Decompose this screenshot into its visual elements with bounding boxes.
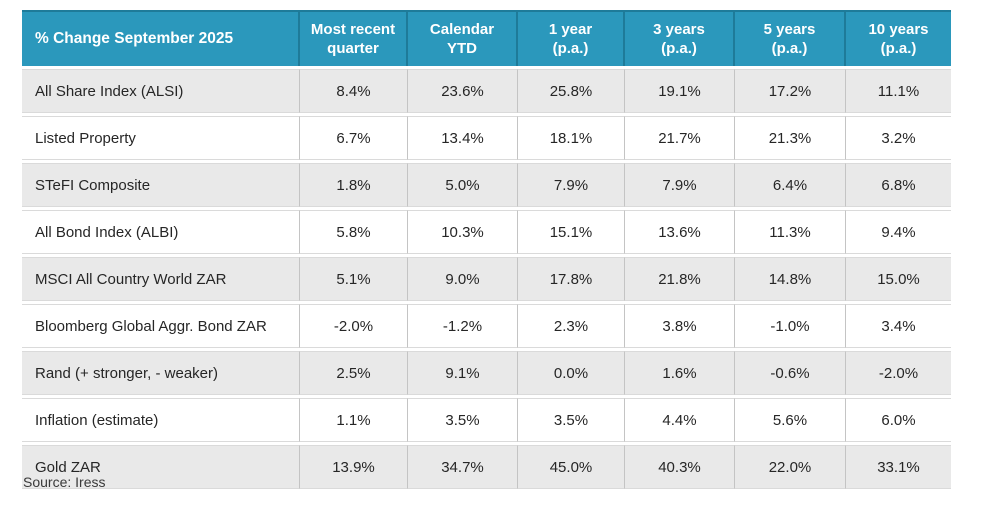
table-row: All Bond Index (ALBI) 5.8% 10.3% 15.1% 13.6%… [22,210,951,254]
cell-value: 13.9% [300,445,408,489]
cell-value: 10.3% [408,210,518,254]
row-label: Inflation (estimate) [22,398,300,442]
cell-value: 6.0% [846,398,951,442]
cell-value: 2.3% [518,304,625,348]
column-header: 1 year (p.a.) [518,10,625,66]
cell-value: 11.3% [735,210,846,254]
cell-value: 13.4% [408,116,518,160]
cell-value: -2.0% [300,304,408,348]
table-row: Rand (+ stronger, - weaker) 2.5% 9.1% 0.0% 1… [22,351,951,395]
cell-value: -0.6% [735,351,846,395]
cell-value: 19.1% [625,69,735,113]
cell-value: 3.4% [846,304,951,348]
row-label: All Bond Index (ALBI) [22,210,300,254]
table-row: Inflation (estimate) 1.1% 3.5% 3.5% 4.4% 5.6%… [22,398,951,442]
row-label: MSCI All Country World ZAR [22,257,300,301]
cell-value: 33.1% [846,445,951,489]
cell-value: -2.0% [846,351,951,395]
cell-value: 40.3% [625,445,735,489]
cell-value: 21.3% [735,116,846,160]
cell-value: 1.8% [300,163,408,207]
table-row: STeFI Composite 1.8% 5.0% 7.9% 7.9% 6.4% 6.8% [22,163,951,207]
cell-value: 0.0% [518,351,625,395]
cell-value: 3.5% [408,398,518,442]
table-row: MSCI All Country World ZAR 5.1% 9.0% 17.8% 2… [22,257,951,301]
cell-value: 5.1% [300,257,408,301]
cell-value: -1.2% [408,304,518,348]
row-label: All Share Index (ALSI) [22,69,300,113]
cell-value: 21.7% [625,116,735,160]
cell-value: 6.7% [300,116,408,160]
cell-value: 3.2% [846,116,951,160]
cell-value: 14.8% [735,257,846,301]
row-label: Gold ZAR [22,445,300,489]
column-header: Most recent quarter [300,10,408,66]
cell-value: 3.8% [625,304,735,348]
cell-value: 45.0% [518,445,625,489]
cell-value: 1.6% [625,351,735,395]
cell-value: 17.2% [735,69,846,113]
cell-value: 25.8% [518,69,625,113]
cell-value: 17.8% [518,257,625,301]
row-label: STeFI Composite [22,163,300,207]
cell-value: 11.1% [846,69,951,113]
cell-value: 22.0% [735,445,846,489]
cell-value: 6.4% [735,163,846,207]
cell-value: 8.4% [300,69,408,113]
cell-value: 13.6% [625,210,735,254]
row-label: Bloomberg Global Aggr. Bond ZAR [22,304,300,348]
cell-value: 6.8% [846,163,951,207]
cell-value: 5.6% [735,398,846,442]
table-row: All Share Index (ALSI) 8.4% 23.6% 25.8% 19.1… [22,69,951,113]
cell-value: 23.6% [408,69,518,113]
cell-value: 34.7% [408,445,518,489]
cell-value: 7.9% [625,163,735,207]
table-row: Bloomberg Global Aggr. Bond ZAR -2.0% -1.2… [22,304,951,348]
cell-value: 5.0% [408,163,518,207]
cell-value: 15.1% [518,210,625,254]
cell-value: 9.1% [408,351,518,395]
header-row: % Change September 2025 Most recent quar… [22,10,951,66]
row-label: Rand (+ stronger, - weaker) [22,351,300,395]
cell-value: 4.4% [625,398,735,442]
column-header: Calendar YTD [408,10,518,66]
cell-value: 18.1% [518,116,625,160]
cell-value: 1.1% [300,398,408,442]
cell-value: -1.0% [735,304,846,348]
cell-value: 15.0% [846,257,951,301]
table-body: All Share Index (ALSI) 8.4% 23.6% 25.8% 19.1… [22,69,951,489]
row-label: Listed Property [22,116,300,160]
source-note: Source: Iress [23,474,106,490]
cell-value: 3.5% [518,398,625,442]
returns-table: % Change September 2025 Most recent quar… [22,7,951,492]
cell-value: 9.4% [846,210,951,254]
column-header: 3 years (p.a.) [625,10,735,66]
column-header: 5 years (p.a.) [735,10,846,66]
table-row: Listed Property 6.7% 13.4% 18.1% 21.7% 21.3% 3… [22,116,951,160]
cell-value: 5.8% [300,210,408,254]
cell-value: 7.9% [518,163,625,207]
returns-table-container: % Change September 2025 Most recent quar… [22,7,951,492]
column-header: 10 years (p.a.) [846,10,951,66]
cell-value: 21.8% [625,257,735,301]
table-row: Gold ZAR 13.9% 34.7% 45.0% 40.3% 22.0% 33.1% [22,445,951,489]
cell-value: 9.0% [408,257,518,301]
cell-value: 2.5% [300,351,408,395]
table-title: % Change September 2025 [22,10,300,66]
